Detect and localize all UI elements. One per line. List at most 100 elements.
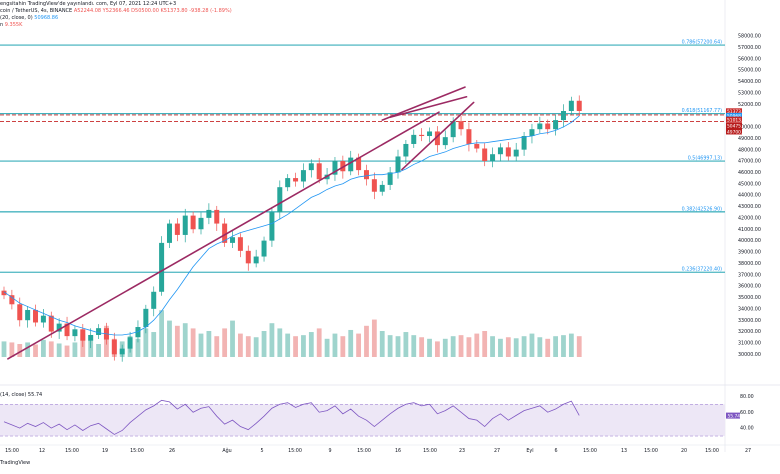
candle-body <box>135 327 141 338</box>
volume-bar <box>340 336 346 357</box>
candle-body <box>119 348 125 355</box>
candle-body <box>568 100 574 111</box>
volume-bar <box>482 331 488 357</box>
volume-bar <box>182 323 188 357</box>
candle-body <box>214 209 220 224</box>
x-tick-label: 26 <box>169 448 175 454</box>
candle-body <box>230 237 236 243</box>
rsi-tick-label: 60.00 <box>740 410 754 416</box>
candle-body <box>9 295 15 305</box>
candle-body <box>434 131 440 146</box>
volume-bar <box>568 333 574 357</box>
price-tag-bg <box>726 112 742 119</box>
candle-body <box>174 223 180 235</box>
ma-row: (20, close, 0) 50968.86 <box>0 15 58 21</box>
x-tick-label: 12 <box>39 448 45 454</box>
candle-body <box>245 250 251 264</box>
candle-body <box>269 212 275 241</box>
candle-body <box>521 136 527 150</box>
y-tick-label: 34000.00 <box>738 306 761 312</box>
candle-body <box>300 170 306 182</box>
candle-body <box>64 323 70 337</box>
volume-bar <box>545 338 551 357</box>
trend-line <box>401 101 475 171</box>
volume-bar <box>364 325 369 357</box>
candle-body <box>182 215 188 235</box>
volume-bar <box>553 336 558 357</box>
y-tick-label: 52000.00 <box>738 102 761 108</box>
y-tick-label: 33000.00 <box>738 318 761 324</box>
volume-bar <box>222 328 228 357</box>
fib-level-label: 0.786(57200.64) <box>682 40 722 46</box>
candle-body <box>308 163 314 171</box>
x-tick-label: 20 <box>681 448 687 454</box>
ma-label: (20, close, 0) <box>0 15 33 21</box>
candle-body <box>143 308 149 328</box>
volume-bar <box>206 331 212 357</box>
candle-body <box>490 154 496 162</box>
candle-body <box>474 143 480 149</box>
fib-level-label: 0.382(42526.90) <box>682 206 722 212</box>
x-tick-label: 15:00 <box>583 448 597 454</box>
candle-body <box>363 170 369 180</box>
candle-body <box>553 120 559 130</box>
candle-body <box>442 137 448 146</box>
candle-body <box>33 309 39 323</box>
candle-body <box>198 217 204 230</box>
candle-body <box>371 179 377 192</box>
y-tick-label: 42000.00 <box>738 215 761 221</box>
x-tick-label: 15:00 <box>644 448 658 454</box>
candle-body <box>466 129 472 144</box>
y-tick-label: 50000.00 <box>738 125 761 131</box>
volume-bar <box>33 344 38 357</box>
candle-body <box>560 111 566 121</box>
candle-body <box>332 161 338 175</box>
candle-body <box>537 123 543 130</box>
y-tick-label: 36000.00 <box>738 284 761 290</box>
volume-bar <box>214 336 220 357</box>
candle-body <box>411 134 417 144</box>
rsi-tick-label: 40.00 <box>740 426 754 432</box>
y-tick-label: 49000.00 <box>738 136 761 142</box>
y-tick-label: 38000.00 <box>738 261 761 267</box>
candle-body <box>222 223 228 243</box>
price-tag-bg <box>726 122 742 129</box>
x-tick-label: 15:00 <box>288 448 302 454</box>
price-tag-label: 51373. <box>727 109 742 115</box>
candle-body <box>576 100 582 111</box>
candle-body <box>419 134 425 137</box>
volume-bar <box>387 335 393 357</box>
y-tick-label: 31000.00 <box>738 341 761 347</box>
volume-bar <box>96 344 101 357</box>
volume-bar <box>261 331 267 357</box>
volume-bar <box>9 342 15 357</box>
y-tick-label: 56000.00 <box>738 56 761 62</box>
candle-body <box>253 256 259 264</box>
candle-body <box>56 323 62 332</box>
volume-bar <box>159 310 164 357</box>
candle-body <box>285 178 291 188</box>
candle-body <box>545 123 551 130</box>
volume-bar <box>324 338 330 357</box>
rsi-band <box>0 404 725 437</box>
volume-bar <box>56 343 62 357</box>
volume-bar <box>48 341 54 357</box>
candle-body <box>293 178 299 182</box>
candle-body <box>482 148 488 162</box>
x-tick-label: 5 <box>260 448 263 454</box>
candle-body <box>316 163 322 180</box>
candle-body <box>40 315 46 323</box>
volume-bar <box>505 337 511 357</box>
y-tick-label: 47000.00 <box>738 159 761 165</box>
candle-body <box>513 149 519 157</box>
candle-body <box>450 121 456 138</box>
candle-body <box>261 240 267 257</box>
volume-bar <box>474 333 480 357</box>
x-tick-label: 9 <box>328 448 331 454</box>
x-tick-label: 16 <box>395 448 401 454</box>
x-tick-label: 27 <box>745 448 751 454</box>
x-tick-label: Ağu <box>222 447 231 454</box>
candle-body <box>1 290 7 296</box>
